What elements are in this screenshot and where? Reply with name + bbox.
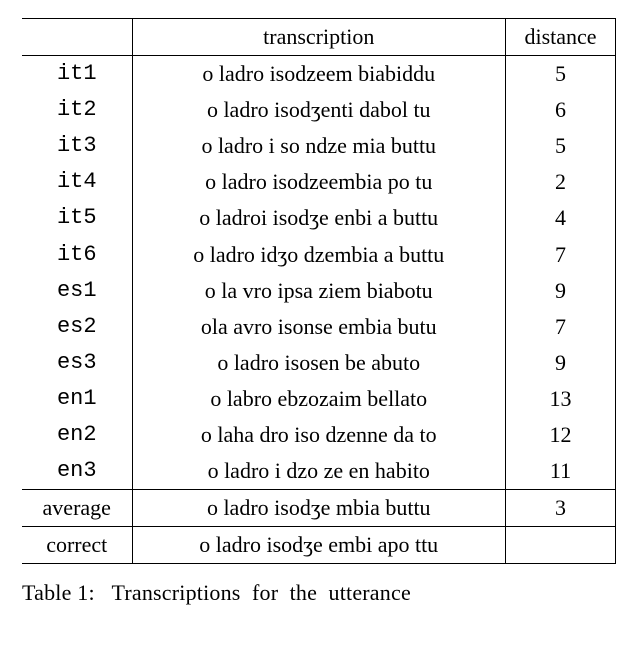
row-distance: 4 <box>506 200 616 236</box>
row-transcription: o ladro isodzeem biabiddu <box>132 56 506 93</box>
summary-transcription: o ladro isodʒe mbia buttu <box>132 490 506 527</box>
table-row: it1 o ladro isodzeem biabiddu 5 <box>22 56 616 93</box>
row-distance: 5 <box>506 128 616 164</box>
summary-distance: 3 <box>506 490 616 527</box>
table-row: en3 o ladro i dzo ze en habito 11 <box>22 453 616 490</box>
row-transcription: o labro ebzozaim bellato <box>132 381 506 417</box>
col-header-blank <box>22 19 132 56</box>
row-distance: 13 <box>506 381 616 417</box>
table-row: en2 o laha dro iso dzenne da to 12 <box>22 417 616 453</box>
table-row: it4 o ladro isodzeembia po tu 2 <box>22 164 616 200</box>
row-distance: 7 <box>506 237 616 273</box>
row-transcription: o ladro i so ndze mia buttu <box>132 128 506 164</box>
table-bottom-rule <box>22 564 616 565</box>
table-row: it6 o ladro idʒo dzembia a buttu 7 <box>22 237 616 273</box>
row-id: it4 <box>22 164 132 200</box>
row-transcription: ola avro isonse embia butu <box>132 309 506 345</box>
table-row: it3 o ladro i so ndze mia buttu 5 <box>22 128 616 164</box>
row-transcription: o ladroi isodʒe enbi a buttu <box>132 200 506 236</box>
row-id: en2 <box>22 417 132 453</box>
summary-label: correct <box>22 527 132 564</box>
summary-transcription: o ladro isodʒe embi apo ttu <box>132 527 506 564</box>
summary-average-row: average o ladro isodʒe mbia buttu 3 <box>22 490 616 527</box>
row-id: es3 <box>22 345 132 381</box>
row-distance: 9 <box>506 273 616 309</box>
row-transcription: o laha dro iso dzenne da to <box>132 417 506 453</box>
row-id: en1 <box>22 381 132 417</box>
row-distance: 7 <box>506 309 616 345</box>
col-header-distance: distance <box>506 19 616 56</box>
summary-label: average <box>22 490 132 527</box>
table-row: es1 o la vro ipsa ziem biabotu 9 <box>22 273 616 309</box>
transcription-table: transcription distance it1 o ladro isodz… <box>22 18 616 564</box>
row-distance: 11 <box>506 453 616 490</box>
table-row: it5 o ladroi isodʒe enbi a buttu 4 <box>22 200 616 236</box>
row-transcription: o la vro ipsa ziem biabotu <box>132 273 506 309</box>
table-row: en1 o labro ebzozaim bellato 13 <box>22 381 616 417</box>
row-id: it1 <box>22 56 132 93</box>
row-distance: 2 <box>506 164 616 200</box>
table-row: es3 o ladro isosen be abuto 9 <box>22 345 616 381</box>
row-transcription: o ladro i dzo ze en habito <box>132 453 506 490</box>
row-id: it5 <box>22 200 132 236</box>
table-header-row: transcription distance <box>22 19 616 56</box>
table-caption-stub: Table 1: Transcriptions for the utteranc… <box>22 580 616 606</box>
row-id: es1 <box>22 273 132 309</box>
row-transcription: o ladro isosen be abuto <box>132 345 506 381</box>
summary-distance <box>506 527 616 564</box>
row-transcription: o ladro isodzeembia po tu <box>132 164 506 200</box>
table-row: es2 ola avro isonse embia butu 7 <box>22 309 616 345</box>
row-transcription: o ladro idʒo dzembia a buttu <box>132 237 506 273</box>
row-id: it2 <box>22 92 132 128</box>
row-id: it6 <box>22 237 132 273</box>
row-transcription: o ladro isodʒenti dabol tu <box>132 92 506 128</box>
row-distance: 12 <box>506 417 616 453</box>
row-distance: 5 <box>506 56 616 93</box>
row-distance: 9 <box>506 345 616 381</box>
row-id: en3 <box>22 453 132 490</box>
row-id: it3 <box>22 128 132 164</box>
table-row: it2 o ladro isodʒenti dabol tu 6 <box>22 92 616 128</box>
summary-correct-row: correct o ladro isodʒe embi apo ttu <box>22 527 616 564</box>
row-distance: 6 <box>506 92 616 128</box>
col-header-transcription: transcription <box>132 19 506 56</box>
row-id: es2 <box>22 309 132 345</box>
